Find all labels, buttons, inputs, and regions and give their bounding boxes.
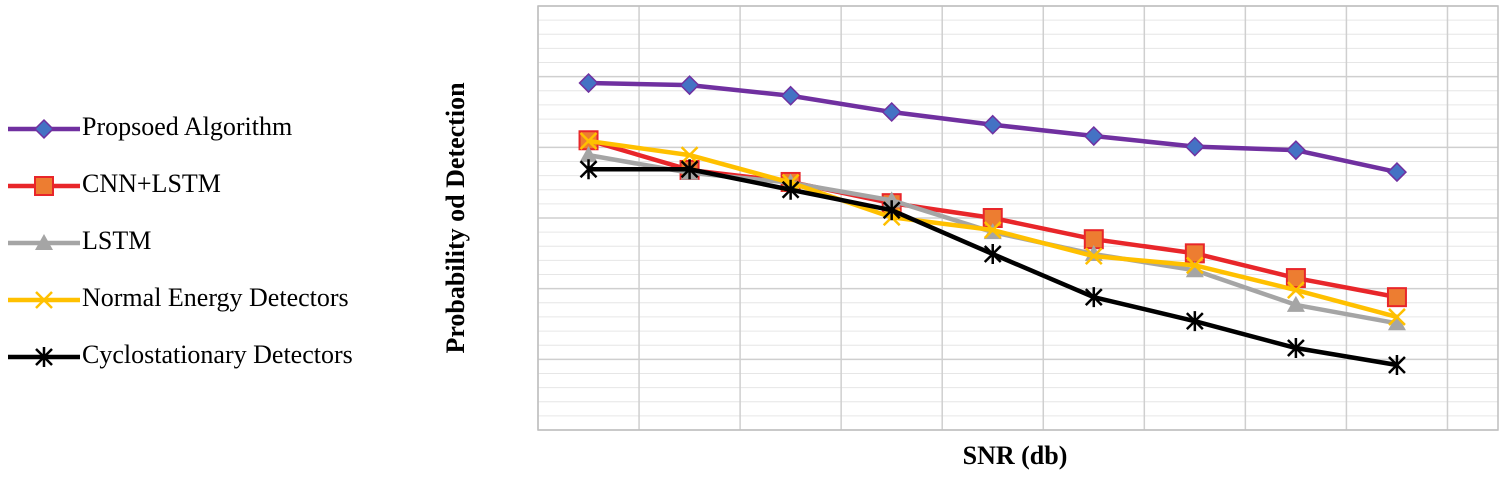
marker (983, 221, 1002, 239)
marker (1287, 281, 1305, 299)
legend-label: Propsoed Algorithm (82, 112, 292, 141)
legend-marker (33, 118, 55, 140)
legend-label: Normal Energy Detectors (82, 283, 349, 312)
marker (579, 146, 598, 163)
marker (1185, 311, 1204, 332)
marker (1084, 287, 1103, 308)
marker (1083, 125, 1104, 147)
marker (1285, 268, 1306, 289)
y-axis-label: Probability od Detection (441, 82, 470, 354)
marker (1386, 287, 1407, 308)
marker (1388, 308, 1406, 326)
marker (1287, 338, 1305, 359)
marker (983, 244, 1002, 265)
legend-marker (34, 176, 54, 196)
legend-marker (35, 291, 53, 309)
marker (680, 159, 699, 180)
marker (882, 191, 901, 208)
marker (578, 72, 599, 94)
marker (882, 200, 901, 221)
marker (679, 75, 700, 96)
marker (579, 132, 598, 150)
marker (881, 101, 902, 123)
marker (1388, 354, 1406, 375)
marker (1387, 314, 1406, 331)
marker (1185, 261, 1204, 278)
series-line (588, 152, 1398, 326)
marker (1285, 140, 1306, 161)
legend-label: Cyclostationary Detectors (82, 340, 353, 369)
legend-marker (35, 234, 53, 250)
marker (1386, 162, 1408, 183)
legend-label: LSTM (82, 226, 151, 255)
marker (1184, 136, 1205, 157)
marker (781, 179, 800, 200)
marker (680, 146, 699, 164)
legend-marker (35, 347, 53, 367)
marker (780, 85, 801, 106)
plot-border (537, 5, 1499, 431)
marker (1185, 256, 1204, 275)
legend-label: CNN+LSTM (82, 169, 221, 198)
marker (579, 159, 598, 180)
marker (982, 114, 1003, 135)
series-line (588, 166, 1398, 368)
marker (1286, 295, 1305, 312)
x-axis-label: SNR (db) (963, 441, 1068, 470)
marker (1084, 247, 1103, 266)
